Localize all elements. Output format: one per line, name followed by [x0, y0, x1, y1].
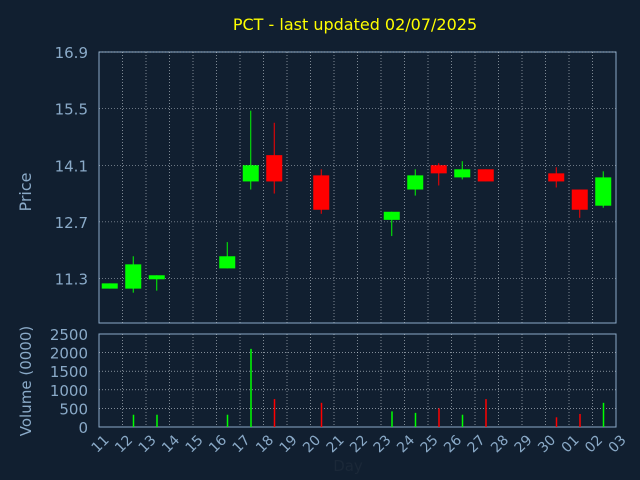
price-tick-label: 14.1	[55, 157, 88, 175]
x-tick-label: 24	[394, 432, 418, 456]
volume-panel-frame	[98, 333, 617, 428]
volume-bar	[132, 414, 135, 427]
price-tick-label: 11.3	[55, 271, 88, 289]
x-tick-label: 16	[206, 432, 230, 456]
candle-body-up	[454, 169, 471, 178]
x-tick-label: 19	[277, 432, 301, 456]
x-tick-label: 01	[559, 432, 583, 456]
candle-body-up	[219, 256, 236, 269]
volume-bar	[414, 412, 417, 427]
x-tick-label: 28	[488, 432, 512, 456]
candle-body-down	[430, 165, 447, 174]
x-tick-label: 11	[89, 432, 113, 456]
x-tick-label: 15	[183, 432, 207, 456]
candle-body-down	[548, 173, 565, 182]
x-tick-label: 25	[418, 432, 442, 456]
price-tick-label: 16.9	[55, 44, 88, 62]
x-tick-label: 13	[136, 432, 160, 456]
x-tick-label: 22	[347, 432, 371, 456]
volume-bar	[438, 408, 440, 427]
x-tick-label: 18	[253, 432, 277, 456]
price-tick-label: 15.5	[55, 101, 88, 119]
chart-title: PCT - last updated 02/07/2025	[233, 15, 477, 34]
candle-body-up	[101, 283, 118, 289]
price-tick-label: 12.7	[55, 214, 88, 232]
volume-bar	[485, 399, 487, 427]
x-tick-label: 23	[371, 432, 395, 456]
volume-bar	[555, 417, 558, 427]
x-tick-label: 26	[441, 432, 465, 456]
price-candles	[101, 110, 612, 293]
axis-tick-labels: 11 12 13 14 15 16 17 18 19 20 21 22 23 24 25 26 27 28 29 30…	[50, 44, 630, 456]
price-axis-label: Price	[16, 172, 35, 211]
x-axis-label: Day	[333, 457, 363, 475]
x-tick-label: 21	[324, 432, 348, 456]
volume-tick-label: 1500	[50, 363, 88, 381]
candle-body-up	[383, 211, 400, 220]
x-tick-label: 12	[112, 432, 136, 456]
candle-body-up	[242, 165, 259, 182]
candle-body-up	[595, 177, 612, 206]
x-tick-label: 17	[230, 432, 254, 456]
volume-bar	[320, 402, 323, 427]
grid-lines	[99, 51, 616, 427]
x-tick-label: 03	[606, 432, 630, 456]
x-tick-label: 20	[300, 432, 324, 456]
candle-body-down	[313, 175, 330, 210]
volume-tick-label: 1000	[50, 382, 88, 400]
volume-bar	[391, 411, 393, 427]
candle-body-down	[571, 189, 588, 210]
volume-bar	[156, 414, 158, 427]
volume-bar	[461, 414, 464, 427]
x-tick-label: 29	[512, 432, 536, 456]
volume-axis-label: Volume (0000)	[17, 326, 35, 436]
volume-tick-label: 0	[78, 419, 88, 437]
volume-bar	[226, 414, 229, 427]
candle-body-up	[407, 175, 424, 190]
volume-bar	[602, 402, 605, 427]
candle-body-up	[148, 275, 165, 280]
volume-tick-label: 2000	[50, 345, 88, 363]
volume-tick-label: 500	[59, 400, 88, 418]
volume-tick-label: 2500	[50, 326, 88, 344]
volume-bar	[579, 413, 581, 427]
volume-bar	[273, 399, 276, 427]
candle-body-down	[477, 169, 494, 182]
volume-bar	[250, 348, 252, 427]
candle-body-down	[266, 155, 283, 182]
x-tick-label: 27	[465, 432, 489, 456]
candle-body-up	[125, 264, 142, 289]
x-tick-label: 02	[582, 432, 606, 456]
volume-bars	[132, 348, 605, 427]
x-tick-label: 30	[535, 432, 559, 456]
x-tick-label: 14	[159, 432, 183, 456]
